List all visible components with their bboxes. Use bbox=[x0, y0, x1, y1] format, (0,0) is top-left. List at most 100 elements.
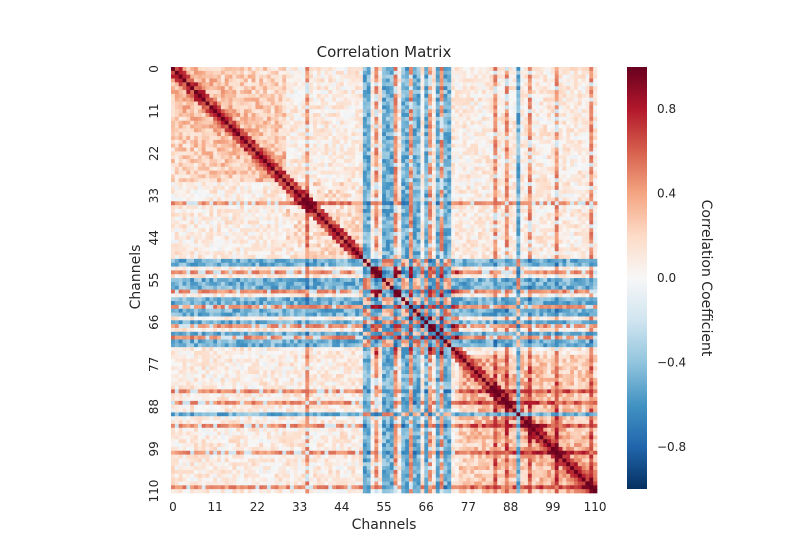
heatmap-cell bbox=[535, 139, 540, 145]
heatmap-cell bbox=[455, 166, 460, 171]
heatmap-cell bbox=[293, 155, 298, 160]
heatmap-cell bbox=[389, 170, 394, 175]
heatmap-cell bbox=[504, 132, 510, 137]
heatmap-cell bbox=[197, 139, 203, 145]
heatmap-cell bbox=[182, 93, 187, 99]
heatmap-cell bbox=[232, 105, 237, 110]
heatmap-cell bbox=[266, 70, 272, 76]
heatmap-cell bbox=[589, 235, 594, 241]
heatmap-cell bbox=[570, 193, 575, 198]
heatmap-cell bbox=[470, 212, 475, 218]
heatmap-cell bbox=[527, 155, 533, 160]
heatmap-cell bbox=[313, 166, 318, 171]
heatmap-cell bbox=[562, 101, 567, 106]
heatmap-cell bbox=[171, 86, 176, 91]
heatmap-cell bbox=[527, 109, 533, 114]
heatmap-cell bbox=[393, 147, 398, 152]
heatmap-cell bbox=[378, 201, 383, 206]
heatmap-cell bbox=[359, 201, 364, 206]
heatmap-cell bbox=[558, 220, 563, 225]
heatmap-cell bbox=[462, 193, 467, 198]
heatmap-cell bbox=[378, 235, 383, 241]
heatmap-cell bbox=[336, 162, 341, 168]
heatmap-cell bbox=[474, 178, 479, 183]
heatmap-cell bbox=[382, 178, 387, 183]
heatmap-cell bbox=[266, 143, 272, 148]
heatmap-cell bbox=[274, 182, 279, 187]
heatmap-cell bbox=[293, 193, 298, 198]
heatmap-cell bbox=[431, 205, 437, 210]
heatmap-cell bbox=[209, 120, 214, 125]
heatmap-cell bbox=[462, 170, 467, 175]
heatmap-cell bbox=[516, 216, 521, 221]
heatmap-cell bbox=[236, 120, 241, 125]
heatmap-cell bbox=[347, 109, 352, 114]
heatmap-cell bbox=[197, 151, 203, 156]
heatmap-cell bbox=[320, 67, 325, 72]
heatmap-cell bbox=[286, 151, 291, 156]
heatmap-cell bbox=[493, 124, 498, 129]
heatmap-cell bbox=[278, 120, 283, 125]
heatmap-cell bbox=[374, 97, 379, 102]
heatmap-cell bbox=[424, 178, 429, 183]
heatmap-cell bbox=[508, 151, 513, 156]
heatmap-cell bbox=[420, 155, 425, 160]
heatmap-cell bbox=[558, 78, 563, 83]
heatmap-cell bbox=[431, 162, 437, 168]
heatmap-cell bbox=[362, 101, 368, 106]
heatmap-cell bbox=[320, 82, 325, 87]
heatmap-cell bbox=[489, 155, 494, 160]
heatmap-cell bbox=[393, 166, 398, 171]
heatmap-cell bbox=[589, 189, 594, 194]
heatmap-cell bbox=[305, 185, 310, 191]
heatmap-cell bbox=[508, 159, 513, 164]
heatmap-cell bbox=[209, 67, 214, 72]
heatmap-cell bbox=[359, 113, 364, 118]
heatmap-cell bbox=[389, 220, 394, 225]
heatmap-cell bbox=[309, 201, 314, 206]
heatmap-cell bbox=[332, 90, 337, 95]
heatmap-cell bbox=[501, 193, 506, 198]
heatmap-cell bbox=[232, 209, 237, 214]
heatmap-cell bbox=[481, 193, 487, 198]
heatmap-cell bbox=[186, 78, 191, 83]
heatmap-cell bbox=[301, 90, 306, 95]
heatmap-cell bbox=[243, 174, 249, 179]
heatmap-cell bbox=[328, 128, 333, 133]
heatmap-cell bbox=[171, 109, 176, 114]
heatmap-cell bbox=[186, 228, 191, 233]
heatmap-cell bbox=[524, 147, 529, 152]
heatmap-cell bbox=[466, 166, 471, 171]
heatmap-cell bbox=[554, 235, 559, 241]
heatmap-cell bbox=[451, 132, 456, 137]
heatmap-cell bbox=[439, 228, 444, 233]
heatmap-cell bbox=[174, 201, 180, 206]
heatmap-cell bbox=[232, 220, 237, 225]
heatmap-cell bbox=[447, 166, 452, 171]
heatmap-cell bbox=[478, 147, 483, 152]
heatmap-cell bbox=[194, 216, 199, 221]
heatmap-cell bbox=[274, 74, 279, 79]
heatmap-cell bbox=[186, 86, 191, 91]
heatmap-cell bbox=[309, 197, 314, 202]
heatmap-cell bbox=[535, 147, 540, 152]
heatmap-cell bbox=[359, 143, 364, 148]
heatmap-cell bbox=[512, 212, 517, 218]
heatmap-cell bbox=[462, 147, 467, 152]
heatmap-cell bbox=[416, 82, 421, 87]
heatmap-cell bbox=[416, 166, 421, 171]
heatmap-cell bbox=[313, 93, 318, 99]
heatmap-cell bbox=[224, 93, 229, 99]
heatmap-cell bbox=[297, 185, 302, 191]
heatmap-cell bbox=[251, 224, 256, 229]
heatmap-cell bbox=[328, 201, 333, 206]
heatmap-cell bbox=[205, 147, 210, 152]
heatmap-cell bbox=[393, 220, 398, 225]
heatmap-cell bbox=[186, 147, 191, 152]
heatmap-cell bbox=[336, 185, 341, 191]
heatmap-cell bbox=[462, 201, 467, 206]
heatmap-cell bbox=[278, 185, 283, 191]
heatmap-cell bbox=[274, 113, 279, 118]
heatmap-cell bbox=[408, 116, 414, 122]
heatmap-cell bbox=[550, 132, 556, 137]
